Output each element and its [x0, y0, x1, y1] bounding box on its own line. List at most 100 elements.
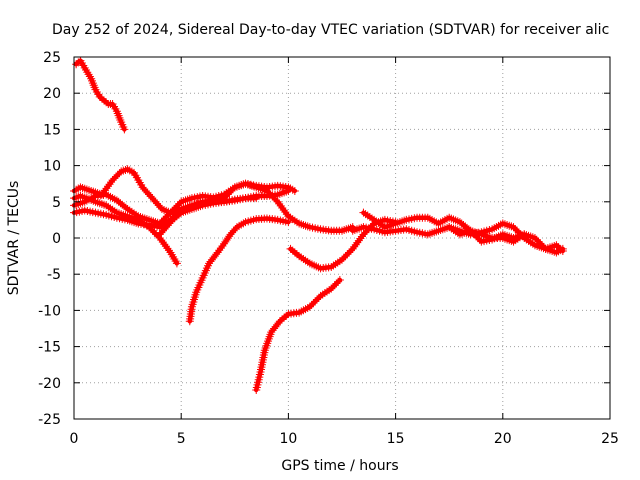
data-point — [161, 242, 170, 251]
data-point — [87, 186, 96, 195]
data-point — [280, 188, 289, 197]
data-point — [146, 192, 155, 201]
data-point — [102, 98, 111, 107]
data-point — [225, 188, 234, 197]
data-point — [166, 208, 175, 217]
data-point — [520, 230, 529, 239]
data-point — [181, 196, 190, 205]
data-point — [354, 236, 363, 245]
data-point — [284, 186, 293, 195]
data-point — [105, 180, 114, 189]
data-point — [511, 224, 520, 233]
data-point — [192, 203, 201, 212]
y-axis-label: SDTVAR / TECUs — [6, 181, 22, 296]
data-point — [273, 197, 282, 206]
data-point — [123, 165, 132, 174]
data-point — [511, 233, 520, 242]
data-point — [187, 205, 196, 214]
data-point — [183, 206, 192, 215]
data-point — [157, 228, 166, 237]
data-point — [307, 260, 316, 269]
data-point — [473, 234, 482, 242]
data-point — [106, 192, 115, 201]
data-point — [299, 306, 308, 315]
data-point — [299, 220, 308, 229]
data-point — [162, 212, 171, 221]
data-point — [157, 236, 166, 245]
data-point — [185, 194, 194, 203]
data-point — [127, 207, 136, 216]
data-point — [235, 181, 244, 190]
data-point — [449, 215, 458, 224]
data-point — [194, 202, 203, 211]
data-point — [498, 230, 507, 239]
data-point — [123, 205, 132, 214]
data-point — [297, 220, 306, 229]
data-point — [295, 308, 304, 317]
data-point — [130, 209, 139, 218]
data-point — [239, 219, 248, 228]
data-point — [500, 231, 509, 240]
data-point — [165, 219, 174, 228]
data-point — [125, 216, 134, 225]
data-point — [76, 199, 85, 208]
data-point — [391, 219, 400, 228]
data-point — [290, 216, 299, 225]
data-point — [107, 178, 116, 187]
data-point — [181, 207, 190, 216]
data-point — [345, 248, 354, 257]
data-point — [151, 197, 160, 206]
x-tick-label: 5 — [177, 431, 186, 447]
data-point — [312, 295, 321, 304]
data-point — [110, 174, 119, 183]
data-point — [351, 240, 360, 249]
data-point — [108, 194, 117, 203]
data-point — [328, 282, 337, 291]
data-point — [451, 227, 460, 236]
data-point — [329, 261, 338, 270]
data-point — [350, 242, 359, 251]
data-point — [331, 260, 340, 269]
data-point — [76, 183, 85, 192]
data-point — [155, 230, 164, 239]
data-point — [490, 224, 499, 233]
data-point — [175, 210, 184, 219]
data-point — [445, 213, 454, 222]
data-point — [490, 234, 499, 243]
data-point — [316, 291, 325, 300]
data-point — [428, 228, 437, 237]
data-point — [445, 223, 454, 232]
data-point — [153, 199, 162, 208]
data-point — [447, 214, 456, 223]
data-point — [475, 235, 484, 244]
data-point — [276, 201, 285, 210]
data-point — [76, 192, 85, 201]
data-point — [110, 207, 119, 216]
data-point — [311, 297, 320, 306]
data-point — [505, 232, 514, 241]
data-point — [82, 185, 91, 194]
data-point — [160, 240, 169, 249]
grid-lines — [74, 57, 610, 419]
data-point — [167, 217, 176, 226]
data-point — [95, 199, 104, 208]
data-point — [290, 248, 299, 257]
data-point — [541, 244, 550, 253]
series-arc-4 — [70, 179, 299, 228]
data-point — [524, 231, 533, 240]
data-point — [227, 186, 236, 195]
data-point — [361, 228, 370, 237]
series-arc-1 — [72, 56, 129, 134]
y-tick-label: 10 — [43, 159, 61, 175]
data-point — [318, 290, 327, 299]
data-point — [332, 279, 341, 288]
data-point — [365, 213, 374, 222]
data-point — [256, 184, 265, 193]
data-point — [120, 125, 129, 134]
data-point — [102, 201, 111, 210]
data-point — [104, 191, 113, 200]
data-point — [173, 201, 182, 210]
data-point — [434, 226, 443, 235]
data-point — [232, 182, 241, 191]
series-line — [73, 58, 127, 132]
